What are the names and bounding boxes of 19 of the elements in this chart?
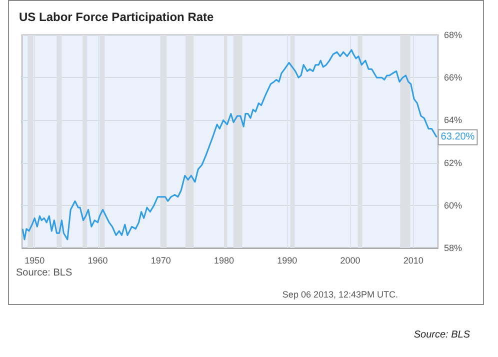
y-tick-label: 62% xyxy=(444,158,462,168)
y-tick-label: 64% xyxy=(444,115,462,126)
y-tick-label: 68% xyxy=(444,30,462,40)
x-tick-label: 1960 xyxy=(88,256,108,266)
source-note: Source: BLS xyxy=(414,330,470,340)
source-note: Source: BLS xyxy=(16,268,72,278)
y-tick-label: 58% xyxy=(444,243,462,253)
x-tick-label: 1990 xyxy=(277,256,298,266)
x-tick-label: 1970 xyxy=(150,256,171,266)
data-label: 63.20% xyxy=(440,132,475,143)
line-series xyxy=(22,49,438,240)
text: Sep 06 2013, 12:43PM UTC. xyxy=(282,290,398,300)
x-tick-label: 1950 xyxy=(24,256,45,266)
x-tick-label: 2010 xyxy=(403,256,424,266)
x-tick-label: 2000 xyxy=(340,256,360,266)
y-tick-label: 60% xyxy=(444,200,462,210)
x-tick-label: 1980 xyxy=(214,256,234,266)
y-tick-label: 66% xyxy=(444,72,462,83)
chart-title: US Labor Force Participation Rate xyxy=(19,10,214,24)
